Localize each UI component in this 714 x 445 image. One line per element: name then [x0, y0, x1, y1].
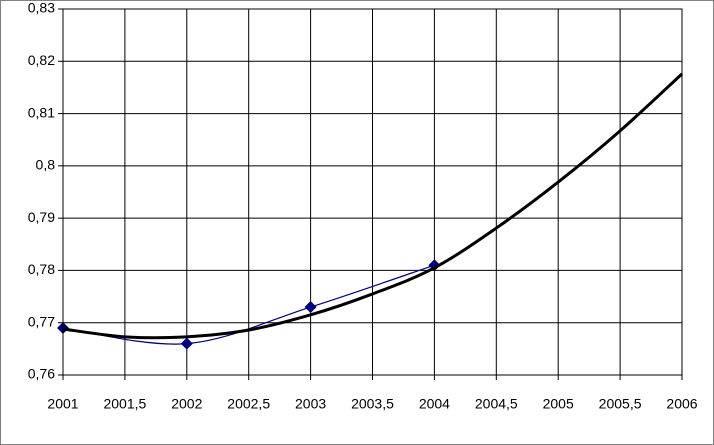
y-tick-label: 0,76	[28, 366, 55, 382]
x-tick-label: 2002,5	[227, 396, 270, 412]
x-tick-label: 2005	[543, 396, 574, 412]
plot-border	[62, 8, 683, 376]
data-point	[180, 337, 193, 350]
y-tick-label: 0,8	[36, 157, 56, 173]
x-tick-label: 2006	[666, 396, 697, 412]
line	[62, 72, 684, 340]
x-tick-label: 2003	[295, 396, 326, 412]
y-tick-label: 0,79	[28, 209, 55, 225]
y-tick-label: 0,82	[28, 52, 55, 68]
x-tick-label: 2002	[171, 396, 202, 412]
y-tick-label: 0,78	[28, 261, 55, 277]
x-tick-label: 2001	[47, 396, 78, 412]
y-tick-label: 0,77	[28, 313, 55, 329]
data-point	[304, 301, 317, 314]
x-tick-label: 2005,5	[599, 396, 642, 412]
x-tick-label: 2004,5	[475, 396, 518, 412]
y-tick-label: 0,81	[28, 104, 55, 120]
y-tick-label: 0,83	[28, 0, 55, 16]
x-tick-label: 2004	[419, 396, 450, 412]
x-tick-label: 2001,5	[103, 396, 146, 412]
x-tick-label: 2003,5	[351, 396, 394, 412]
